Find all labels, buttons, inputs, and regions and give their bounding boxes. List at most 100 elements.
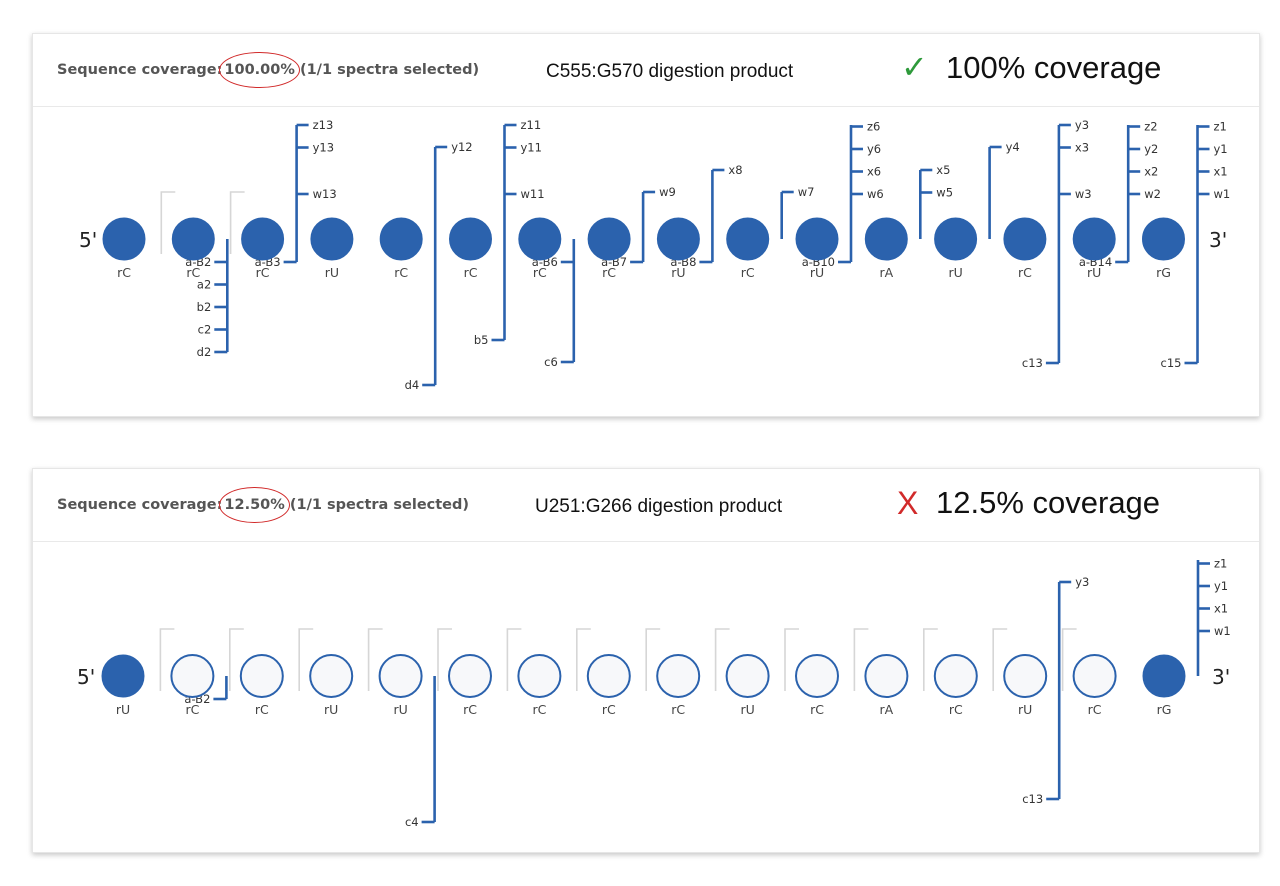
fragment-ion-label: d2 xyxy=(197,345,212,359)
fragment-ion-label: y3 xyxy=(1075,575,1089,589)
fragment-ion-label: x6 xyxy=(867,165,881,179)
nucleotide-covered xyxy=(1003,217,1047,261)
nucleotide-label: rU xyxy=(1087,265,1101,280)
fragment-ion-label: w5 xyxy=(936,186,953,200)
nucleotide-label: rU xyxy=(810,265,824,280)
sequence-coverage: Sequence coverage: 12.50% (1/1 spectra se… xyxy=(57,497,469,513)
fragment-ion-label: x3 xyxy=(1075,141,1089,155)
nucleotide-covered xyxy=(310,217,354,261)
fragment-ion-label: c6 xyxy=(544,355,558,369)
fragment-ion-label: w11 xyxy=(521,187,545,201)
fragment-ion-label: c15 xyxy=(1161,356,1182,370)
nucleotide-covered xyxy=(934,217,978,261)
nucleotide-uncovered xyxy=(448,654,492,698)
gap-bracket xyxy=(853,628,869,691)
gap-bracket xyxy=(437,628,452,691)
fragment-ion-label: y1 xyxy=(1214,142,1228,156)
coverage-percent: 100.00% xyxy=(224,62,295,78)
fragment-ion-label: y13 xyxy=(313,141,334,155)
fragment-ion-label: a2 xyxy=(197,278,211,292)
nucleotide-label: rU xyxy=(740,702,754,717)
nucleotide-covered xyxy=(1142,217,1185,261)
fragment-ion-label: y11 xyxy=(521,141,542,155)
nucleotide-uncovered xyxy=(725,654,770,698)
nucleotide-covered xyxy=(726,217,770,261)
nucleotide-label: rC xyxy=(533,265,547,280)
fragment-ion-label: w13 xyxy=(313,187,337,201)
nucleotide-label: rC xyxy=(464,265,478,280)
gap-bracket xyxy=(159,628,175,691)
fragment-ion-label: z1 xyxy=(1214,120,1227,134)
nucleotide-label: rU xyxy=(671,265,685,280)
gap-bracket xyxy=(506,628,522,691)
nucleotide-covered xyxy=(795,217,839,261)
nucleotide-label: rC xyxy=(602,265,616,280)
nucleotide-uncovered xyxy=(239,654,284,698)
three-prime-label: 3' xyxy=(1212,665,1230,689)
nucleotide-label: rU xyxy=(116,702,130,717)
gap-bracket xyxy=(367,628,383,691)
nucleotide-label: rC xyxy=(1018,265,1032,280)
nucleotide-label: rC xyxy=(256,265,270,280)
fragment-ion-label: w1 xyxy=(1214,624,1231,638)
nucleotide-covered xyxy=(449,217,492,261)
coverage-percent: 12.50% xyxy=(224,497,285,513)
fragment-ion-label: w2 xyxy=(1144,187,1161,201)
cross-icon: X xyxy=(897,485,919,521)
fragment-ion-label: w7 xyxy=(798,185,815,199)
nucleotide-label: rC xyxy=(255,702,269,717)
coverage-status: 12.5% coverage xyxy=(936,485,1161,520)
nucleotide-label: rA xyxy=(879,265,893,280)
digestion-product-title: U251:G266 digestion product xyxy=(535,496,783,517)
nucleotide-covered xyxy=(1142,654,1186,698)
nucleotide-uncovered xyxy=(170,654,215,698)
fragment-ion-label: y2 xyxy=(1144,142,1158,156)
fragment-ion-label: x8 xyxy=(728,163,742,177)
nucleotide-label: rC xyxy=(394,265,408,280)
nucleotide-label: rG xyxy=(1156,265,1171,280)
sequence-coverage: Sequence coverage: 100.00% (1/1 spectra s… xyxy=(57,62,479,78)
coverage-label: Sequence coverage: xyxy=(57,62,223,78)
fragment-ion-label: w9 xyxy=(659,185,676,199)
coverage-status: 100% coverage xyxy=(946,50,1162,85)
fragment-ion-label: y4 xyxy=(1006,140,1020,154)
fragment-ion-label: x5 xyxy=(936,163,950,177)
fragment-ion-label: z11 xyxy=(521,118,542,132)
fragment-ion-label: z1 xyxy=(1214,557,1227,571)
coverage-label: Sequence coverage: xyxy=(57,497,223,513)
nucleotide-uncovered xyxy=(933,654,978,698)
fragment-ion-label: z13 xyxy=(313,118,334,132)
fragment-ion-label: y1 xyxy=(1214,579,1228,593)
five-prime-label: 5' xyxy=(77,665,95,689)
nucleotide-uncovered xyxy=(1072,654,1117,698)
fragment-ion-label: c13 xyxy=(1022,356,1043,370)
gap-bracket xyxy=(784,628,799,691)
five-prime-label: 5' xyxy=(79,228,97,252)
gap-bracket xyxy=(1061,628,1077,691)
gap-bracket xyxy=(298,628,314,691)
fragment-ion-label: w3 xyxy=(1075,187,1092,201)
nucleotide-uncovered xyxy=(517,654,562,698)
nucleotide-uncovered xyxy=(1003,654,1048,698)
nucleotide-covered xyxy=(171,217,215,261)
three-prime-label: 3' xyxy=(1209,228,1227,252)
gap-bracket xyxy=(229,191,245,254)
fragment-ion-label: c2 xyxy=(198,323,212,337)
fragment-ion-label: y3 xyxy=(1075,118,1089,132)
fragment-ion-label: c13 xyxy=(1022,792,1043,806)
fragment-ion-label: x2 xyxy=(1144,165,1158,179)
nucleotide-uncovered xyxy=(586,654,631,698)
fragment-ion-label: y12 xyxy=(451,140,472,154)
nucleotide-label: rC xyxy=(463,702,477,717)
gap-bracket xyxy=(645,628,661,691)
spectra-selected: (1/1 spectra selected) xyxy=(289,497,470,513)
nucleotide-label: rC xyxy=(810,702,824,717)
nucleotide-label: rC xyxy=(671,702,685,717)
nucleotide-covered xyxy=(102,217,146,261)
fragment-ion-label: w6 xyxy=(867,187,884,201)
nucleotide-covered xyxy=(241,217,285,261)
nucleotide-covered xyxy=(587,217,631,261)
nucleotide-label: rU xyxy=(325,265,339,280)
nucleotide-covered xyxy=(656,217,700,261)
